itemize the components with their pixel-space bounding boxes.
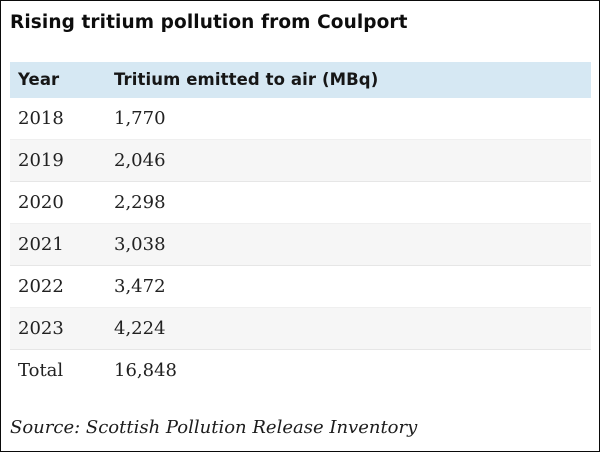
- table-header: Year Tritium emitted to air (MBq): [10, 62, 591, 98]
- source-attribution: Source: Scottish Pollution Release Inven…: [10, 417, 418, 438]
- table-row: 2023 4,224: [10, 307, 591, 350]
- column-header-tritium: Tritium emitted to air (MBq): [106, 62, 591, 98]
- value-cell: 2,298: [114, 192, 166, 213]
- table-row: 2020 2,298: [10, 182, 591, 224]
- total-value-cell: 16,848: [114, 360, 177, 381]
- value-cell: 4,224: [114, 318, 166, 339]
- value-cell: 1,770: [114, 108, 166, 129]
- year-cell: 2019: [18, 150, 64, 171]
- table-body: 2018 1,770 2019 2,046 2020 2,298 2021 3,…: [10, 98, 591, 391]
- value-cell: 3,472: [114, 276, 166, 297]
- year-cell: 2022: [18, 276, 64, 297]
- table-row-total: Total 16,848: [10, 350, 591, 392]
- total-label-cell: Total: [18, 360, 64, 381]
- tritium-data-table: Year Tritium emitted to air (MBq) 2018 1…: [10, 62, 591, 391]
- year-cell: 2023: [18, 318, 64, 339]
- table-row: 2019 2,046: [10, 139, 591, 182]
- header-row: Year Tritium emitted to air (MBq): [10, 62, 591, 98]
- year-cell: 2021: [18, 234, 64, 255]
- table-row: 2018 1,770: [10, 98, 591, 140]
- year-cell: 2020: [18, 192, 64, 213]
- column-header-year: Year: [10, 62, 106, 98]
- value-cell: 3,038: [114, 234, 166, 255]
- chart-title: Rising tritium pollution from Coulport: [10, 12, 408, 33]
- year-cell: 2018: [18, 108, 64, 129]
- table-row: 2021 3,038: [10, 223, 591, 266]
- table-row: 2022 3,472: [10, 266, 591, 308]
- value-cell: 2,046: [114, 150, 166, 171]
